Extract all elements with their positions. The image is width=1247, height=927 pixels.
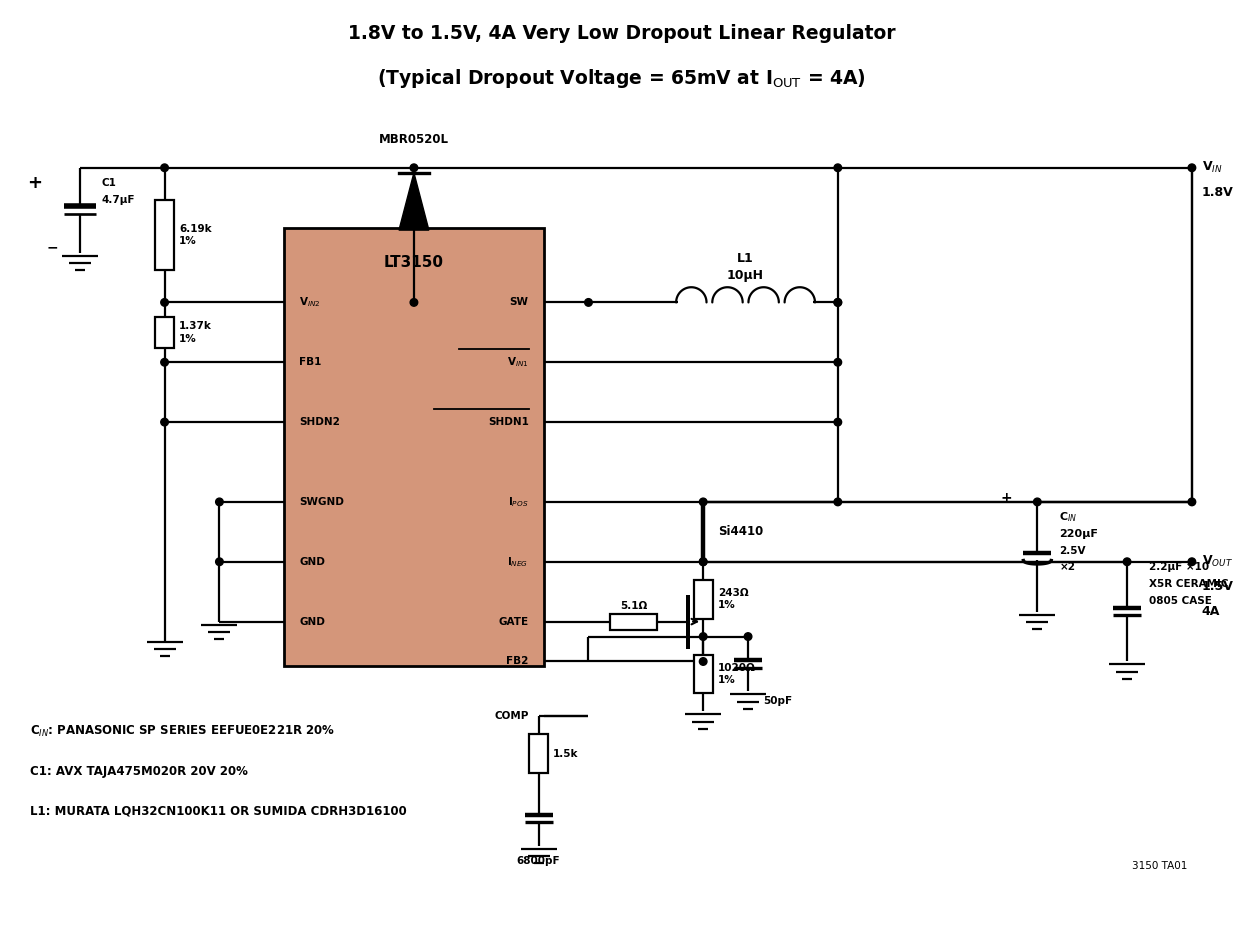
- Text: SWGND: SWGND: [299, 497, 344, 507]
- Text: V$_{OUT}$: V$_{OUT}$: [1202, 554, 1233, 569]
- Circle shape: [410, 164, 418, 171]
- Text: MBR0520L: MBR0520L: [379, 133, 449, 146]
- Circle shape: [161, 359, 168, 366]
- Circle shape: [834, 359, 842, 366]
- Text: SHDN2: SHDN2: [299, 417, 340, 427]
- Circle shape: [744, 633, 752, 641]
- Text: 1.5k: 1.5k: [554, 749, 579, 758]
- Circle shape: [834, 418, 842, 425]
- Text: L1: L1: [737, 251, 754, 264]
- Text: LT3150: LT3150: [384, 255, 444, 270]
- Text: 10μH: 10μH: [727, 270, 764, 283]
- Text: SW: SW: [510, 298, 529, 308]
- Circle shape: [834, 298, 842, 306]
- Text: GND: GND: [299, 616, 325, 627]
- Text: (Typical Dropout Voltage = 65mV at I$_{\mathrm{OUT}}$ = 4A): (Typical Dropout Voltage = 65mV at I$_{\…: [378, 67, 867, 90]
- Circle shape: [1188, 164, 1196, 171]
- Text: 1020Ω
1%: 1020Ω 1%: [717, 663, 756, 685]
- Text: Si4410: Si4410: [718, 526, 763, 539]
- Circle shape: [700, 657, 707, 666]
- Text: C$_{IN}$: C$_{IN}$: [1059, 510, 1077, 524]
- Text: I$_{NEG}$: I$_{NEG}$: [508, 555, 529, 568]
- Circle shape: [410, 298, 418, 306]
- Bar: [284, 228, 544, 667]
- Text: −: −: [46, 241, 57, 255]
- Circle shape: [1188, 558, 1196, 565]
- Text: C1: C1: [102, 178, 117, 188]
- Text: X5R CERAMIC: X5R CERAMIC: [1148, 578, 1228, 589]
- Circle shape: [700, 558, 707, 565]
- Text: 220μF: 220μF: [1059, 528, 1099, 539]
- Circle shape: [700, 558, 707, 565]
- Bar: [155, 317, 175, 348]
- Text: GND: GND: [299, 557, 325, 566]
- Text: V$_{IN1}$: V$_{IN1}$: [508, 355, 529, 369]
- Circle shape: [161, 298, 168, 306]
- Text: 0805 CASE: 0805 CASE: [1148, 596, 1212, 605]
- Text: 4.7μF: 4.7μF: [102, 195, 135, 205]
- Text: 50pF: 50pF: [763, 696, 792, 706]
- Circle shape: [1034, 498, 1041, 506]
- Circle shape: [161, 164, 168, 171]
- Text: +: +: [27, 173, 42, 192]
- Circle shape: [216, 498, 223, 506]
- Circle shape: [700, 498, 707, 506]
- Text: V$_{IN2}$: V$_{IN2}$: [299, 296, 320, 310]
- Text: C1: AVX TAJA475M020R 20V 20%: C1: AVX TAJA475M020R 20V 20%: [30, 765, 248, 778]
- Bar: [610, 614, 657, 629]
- Circle shape: [585, 298, 592, 306]
- Text: 2.5V: 2.5V: [1059, 546, 1086, 556]
- Text: 243Ω
1%: 243Ω 1%: [717, 588, 748, 610]
- Text: FB1: FB1: [299, 357, 322, 367]
- Text: COMP: COMP: [494, 711, 529, 721]
- Text: 5.1Ω: 5.1Ω: [620, 601, 647, 611]
- Text: 1.8V to 1.5V, 4A Very Low Dropout Linear Regulator: 1.8V to 1.5V, 4A Very Low Dropout Linear…: [348, 23, 895, 43]
- Text: 4A: 4A: [1202, 605, 1221, 618]
- Circle shape: [834, 164, 842, 171]
- Bar: [155, 200, 175, 270]
- Text: SHDN1: SHDN1: [488, 417, 529, 427]
- Polygon shape: [399, 172, 429, 230]
- Text: 2.2μF ×10: 2.2μF ×10: [1148, 562, 1210, 572]
- Text: +: +: [1001, 491, 1013, 505]
- Text: L1: MURATA LQH32CN100K11 OR SUMIDA CDRH3D16100: L1: MURATA LQH32CN100K11 OR SUMIDA CDRH3…: [30, 805, 407, 818]
- Circle shape: [216, 558, 223, 565]
- Text: 6.19k
1%: 6.19k 1%: [180, 224, 212, 247]
- Text: 6800pF: 6800pF: [516, 856, 560, 866]
- Text: 3150 TA01: 3150 TA01: [1132, 861, 1187, 871]
- Circle shape: [700, 633, 707, 641]
- Circle shape: [161, 418, 168, 425]
- Bar: [693, 654, 712, 693]
- Text: V$_{IN}$: V$_{IN}$: [1202, 160, 1222, 175]
- Circle shape: [834, 498, 842, 506]
- Text: 1.5V: 1.5V: [1202, 580, 1233, 593]
- Text: 1.8V: 1.8V: [1202, 186, 1233, 199]
- Circle shape: [834, 298, 842, 306]
- Text: C$_{IN}$: PANASONIC SP SERIES EEFUE0E221R 20%: C$_{IN}$: PANASONIC SP SERIES EEFUE0E221…: [30, 724, 335, 739]
- Circle shape: [1188, 498, 1196, 506]
- Circle shape: [1124, 558, 1131, 565]
- Bar: [529, 734, 549, 773]
- Bar: [693, 579, 712, 618]
- Text: FB2: FB2: [506, 656, 529, 667]
- Text: GATE: GATE: [499, 616, 529, 627]
- Text: ×2: ×2: [1059, 562, 1075, 572]
- Text: I$_{POS}$: I$_{POS}$: [509, 495, 529, 509]
- Text: 1.37k
1%: 1.37k 1%: [180, 321, 212, 344]
